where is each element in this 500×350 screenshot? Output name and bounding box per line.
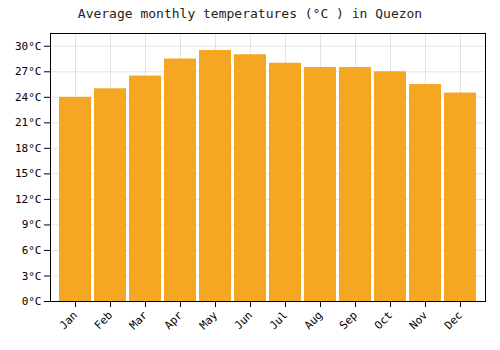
svg-text:9°C: 9°C — [22, 218, 42, 231]
svg-text:6°C: 6°C — [22, 244, 42, 257]
svg-text:3°C: 3°C — [22, 269, 42, 282]
svg-text:18°C: 18°C — [15, 142, 42, 155]
svg-text:0°C: 0°C — [22, 295, 42, 308]
svg-text:Jun: Jun — [232, 309, 255, 332]
svg-text:Feb: Feb — [92, 309, 115, 332]
svg-text:May: May — [197, 308, 221, 332]
svg-text:Apr: Apr — [162, 308, 186, 332]
svg-text:Dec: Dec — [442, 309, 465, 332]
svg-text:Oct: Oct — [372, 309, 395, 332]
svg-text:Nov: Nov — [407, 308, 431, 332]
svg-text:Jul: Jul — [267, 309, 290, 332]
svg-text:Mar: Mar — [127, 308, 151, 332]
html-text:Average monthly temperatures (: Average monthly temperatures (°C ) in Qu… — [77, 6, 423, 21]
svg-text:Aug: Aug — [302, 309, 325, 332]
svg-text:12°C: 12°C — [15, 193, 42, 206]
svg-text:21°C: 21°C — [15, 116, 42, 129]
svg-text:Sep: Sep — [337, 309, 360, 332]
svg-text:15°C: 15°C — [15, 167, 42, 180]
svg-text:27°C: 27°C — [15, 65, 42, 78]
svg-text:Jan: Jan — [57, 309, 80, 332]
svg-text:30°C: 30°C — [15, 40, 42, 53]
svg-text:24°C: 24°C — [15, 91, 42, 104]
